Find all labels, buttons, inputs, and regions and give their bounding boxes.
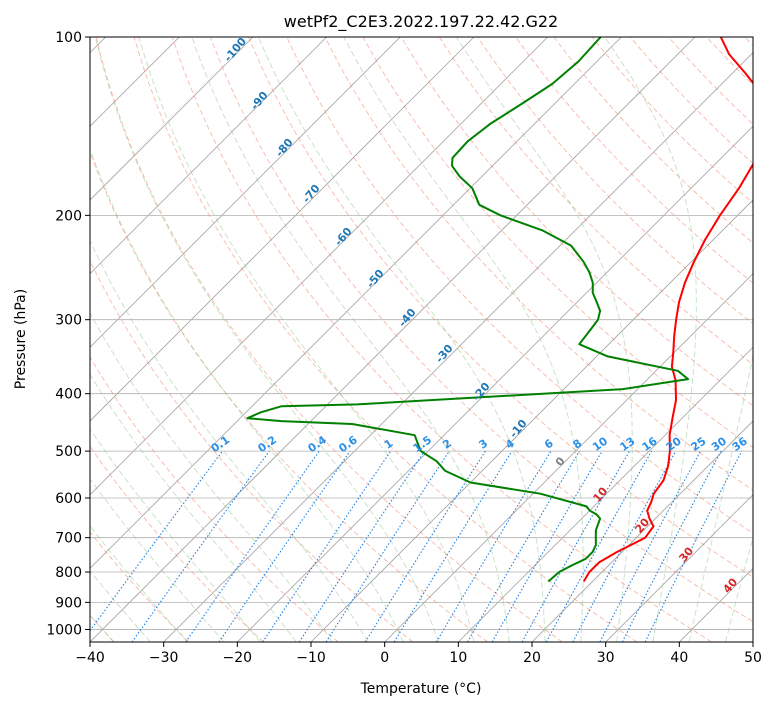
moist-adiabat-line [94, 37, 439, 642]
isotherm-line [458, 346, 753, 642]
x-tick-label: 30 [597, 650, 615, 666]
y-tick-label: 200 [55, 208, 82, 224]
x-tick-label: −40 [75, 650, 105, 666]
x-tick-label: −20 [223, 650, 253, 666]
x-tick-label: 20 [523, 650, 541, 666]
dry-adiabat-line [439, 37, 753, 365]
background-lines [90, 37, 753, 642]
chart-title: wetPf2_C2E3.2022.197.22.42.G22 [284, 12, 558, 32]
moist-adiabat-line [90, 570, 151, 642]
x-tick-label: 10 [449, 650, 467, 666]
mixing-ratio-line [521, 450, 630, 642]
isotherm-line [90, 37, 401, 348]
dry-adiabat-line [591, 37, 753, 204]
x-tick-label: 50 [744, 650, 762, 666]
x-axis-label: Temperature (°C) [360, 681, 482, 697]
moist-adiabat-line [343, 37, 584, 642]
x-tick-label: 40 [670, 650, 688, 666]
x-axis: −40 −30 −20 −10 0 10 20 30 40 50 [75, 642, 762, 666]
isotherm-line [90, 37, 254, 201]
mixing-ratio-line [599, 450, 701, 642]
mixing-ratio-line [185, 450, 320, 642]
isotherm-line [384, 273, 753, 642]
y-tick-label: 800 [55, 565, 82, 581]
moist-adiabat-line [138, 37, 475, 642]
isotherm-line [90, 37, 696, 642]
y-tick-label: 100 [55, 30, 82, 46]
moist-adiabat-line [90, 147, 404, 642]
moist-adiabat-line [90, 239, 369, 642]
mixing-ratio-line [364, 450, 486, 642]
y-tick-label: 500 [55, 444, 82, 460]
isotherm-line [90, 37, 475, 422]
dry-adiabat-line [477, 37, 753, 325]
mixing-ratio-line [325, 450, 450, 642]
x-tick-label: −10 [296, 650, 326, 666]
dry-adiabat-line [286, 37, 753, 534]
mixing-ratio-line [393, 450, 513, 642]
dry-adiabat-line [133, 37, 638, 642]
plot-frame [89, 36, 754, 643]
moist-adiabat-line [456, 37, 633, 642]
y-tick-label: 300 [55, 313, 82, 329]
dry-adiabat-line [210, 37, 753, 623]
isotherm-line [531, 420, 753, 642]
y-axis: 100 200 300 400 500 600 700 800 900 1000 [46, 30, 90, 638]
isotherm-line [605, 494, 753, 642]
dry-adiabat-line [400, 37, 753, 407]
mixing-ratio-line [644, 450, 743, 642]
mixing-ratio-line [491, 450, 603, 642]
dry-adiabat-line [248, 37, 753, 578]
moist-adiabat-line [257, 37, 546, 642]
dry-adiabat-line [553, 37, 753, 244]
y-tick-label: 600 [55, 491, 82, 507]
dry-adiabat-line [171, 37, 712, 642]
dry-adiabat-line [90, 356, 339, 642]
y-tick-label: 700 [55, 531, 82, 547]
isotherm-line [90, 37, 327, 275]
mixing-ratio-line [298, 450, 425, 642]
isotherm-line [237, 125, 753, 642]
moist-adiabat-line [90, 478, 225, 642]
dewpoint-profile-line [246, 37, 690, 583]
moist-adiabat-line [90, 525, 188, 642]
temperature-profile-line [582, 37, 753, 583]
y-tick-label: 1000 [46, 622, 82, 638]
y-tick-label: 400 [55, 387, 82, 403]
x-tick-label: 0 [380, 650, 389, 666]
moist-adiabat-line [604, 37, 697, 642]
moist-adiabat-line [688, 353, 753, 642]
x-tick-label: −30 [149, 650, 179, 666]
moist-adiabat-line [90, 373, 297, 642]
isotherm-line [90, 37, 548, 496]
isotherm-line [90, 37, 622, 569]
dry-adiabat-line [90, 531, 190, 642]
mixing-ratio-line [572, 450, 677, 642]
dry-adiabat-line [362, 37, 753, 449]
dry-adiabat-line [324, 37, 753, 491]
dry-adiabat-line [90, 150, 488, 642]
y-tick-label: 900 [55, 595, 82, 611]
mixing-ratio-line [131, 450, 270, 642]
mixing-ratio-line [621, 450, 722, 642]
dry-adiabat-line [95, 37, 563, 642]
moist-adiabat-line [90, 428, 261, 642]
mixing-ratio-line [218, 450, 351, 642]
mixing-ratio-line [545, 450, 653, 642]
profile-lines [246, 37, 753, 583]
isotherm-line [163, 52, 753, 642]
plot-area [90, 37, 753, 642]
y-axis-label: Pressure (hPa) [13, 289, 29, 389]
mixing-ratio-line [90, 450, 223, 632]
